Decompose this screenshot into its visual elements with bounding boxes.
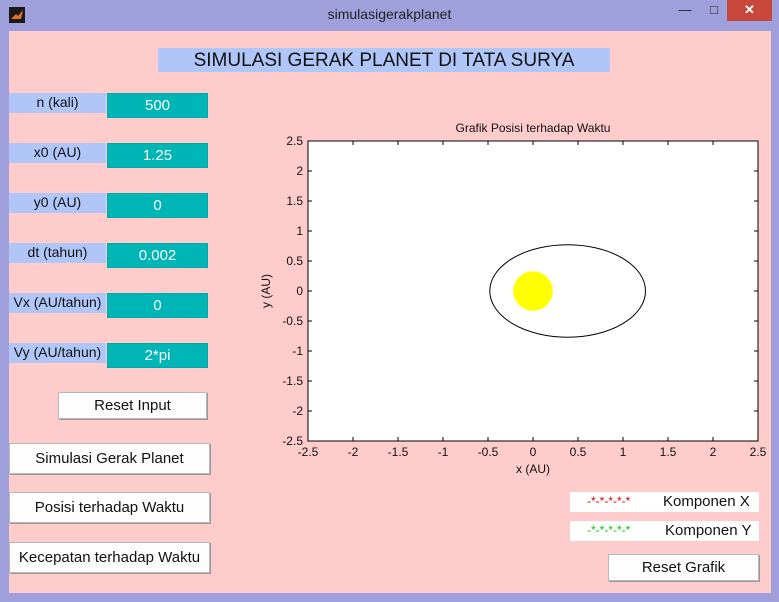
y-tick-label: 0.5 [286, 254, 303, 268]
legend-marker-x: -*-*-*-*-* [587, 494, 631, 508]
close-icon[interactable]: ✕ [727, 0, 772, 21]
x-axis: -2.5 -2 -1.5 -1 -0.5 0 0.5 1 1.5 2 2.5 [298, 141, 767, 459]
x0-input[interactable] [107, 143, 208, 168]
page-title: SIMULASI GERAK PLANET DI TATA SURYA [158, 48, 610, 72]
dt-input[interactable] [107, 243, 208, 268]
x-tick-label: 1.5 [660, 445, 677, 459]
x-axis-label: x (AU) [516, 462, 550, 476]
label-y0: y0 (AU) [9, 193, 106, 213]
y-tick-label: 1 [296, 224, 303, 238]
y-tick-label: -0.5 [282, 314, 303, 328]
y-axis: 2.5 2 1.5 1 0.5 0 -0.5 -1 -1.5 -2 -2.5 [282, 134, 758, 448]
y-tick-label: 2 [296, 164, 303, 178]
x-tick-label: 0 [530, 445, 537, 459]
legend-label-y: Komponen Y [665, 522, 752, 539]
figure-panel: SIMULASI GERAK PLANET DI TATA SURYA n (k… [9, 31, 771, 593]
y-axis-label: y (AU) [259, 274, 273, 308]
y0-input[interactable] [107, 193, 208, 218]
x-tick-label: -0.5 [478, 445, 499, 459]
kecepatan-terhadap-waktu-button[interactable]: Kecepatan terhadap Waktu [9, 542, 210, 573]
vx-input[interactable] [107, 293, 208, 318]
label-n: n (kali) [9, 93, 106, 113]
matlab-icon [9, 7, 25, 23]
x-tick-label: 0.5 [570, 445, 587, 459]
label-dt: dt (tahun) [9, 243, 106, 263]
label-vx: Vx (AU/tahun) [9, 293, 106, 313]
y-tick-label: -1 [292, 344, 303, 358]
sun-marker [513, 271, 553, 311]
y-tick-label: 0 [296, 284, 303, 298]
position-chart[interactable]: -2.5 -2 -1.5 -1 -0.5 0 0.5 1 1.5 2 2.5 2.5 2 1.5 1 0.5… [9, 31, 771, 593]
simulasi-gerak-planet-button[interactable]: Simulasi Gerak Planet [9, 443, 210, 474]
reset-input-button[interactable]: Reset Input [58, 392, 207, 419]
label-x0: x0 (AU) [9, 143, 106, 163]
x-tick-label: -1 [438, 445, 449, 459]
orbit-path [489, 244, 647, 338]
y-tick-label: -2 [292, 404, 303, 418]
legend-label-x: Komponen X [663, 493, 750, 510]
legend-marker-y: -*-*-*-*-* [587, 523, 631, 537]
maximize-icon[interactable]: □ [710, 2, 718, 17]
x-tick-label: -2.5 [298, 445, 319, 459]
y-tick-label: -2.5 [282, 434, 303, 448]
legend-komponen-y: -*-*-*-*-* Komponen Y [570, 521, 759, 541]
window-title: simulasigerakplanet [327, 6, 452, 22]
title-bar: simulasigerakplanet — □ ✕ [0, 0, 779, 30]
y-tick-label: 2.5 [286, 134, 303, 148]
x-tick-label: 2 [710, 445, 717, 459]
x-tick-label: -2 [348, 445, 359, 459]
chart-title: Grafik Posisi terhadap Waktu [455, 121, 611, 135]
reset-grafik-button[interactable]: Reset Grafik [608, 554, 759, 581]
n-input[interactable] [107, 93, 208, 118]
vy-input[interactable] [107, 343, 208, 368]
y-tick-label: 1.5 [286, 194, 303, 208]
y-tick-label: -1.5 [282, 374, 303, 388]
legend-komponen-x: -*-*-*-*-* Komponen X [570, 492, 759, 512]
posisi-terhadap-waktu-button[interactable]: Posisi terhadap Waktu [9, 492, 210, 523]
minimize-icon[interactable]: — [678, 2, 692, 17]
label-vy: Vy (AU/tahun) [9, 343, 106, 363]
x-tick-label: -1.5 [388, 445, 409, 459]
x-tick-label: 2.5 [750, 445, 767, 459]
x-tick-label: 1 [620, 445, 627, 459]
